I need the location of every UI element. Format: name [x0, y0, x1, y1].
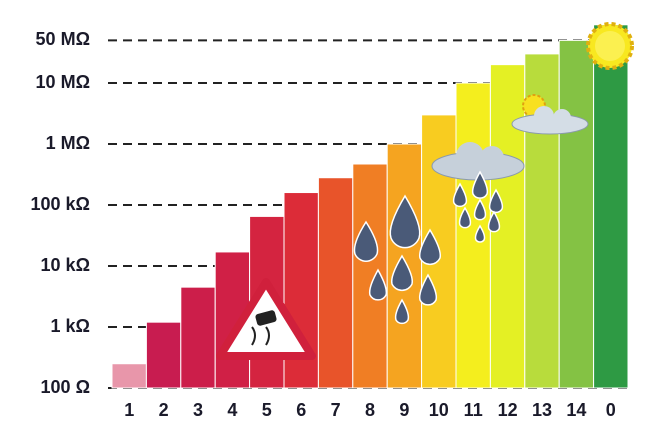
bar — [352, 163, 388, 389]
y-tick-label: 50 MΩ — [36, 29, 90, 49]
slippery-road-sign — [216, 278, 316, 360]
y-tick-label: 1 kΩ — [51, 316, 90, 336]
x-tick-label: 12 — [498, 400, 518, 420]
y-tick-label: 1 MΩ — [46, 133, 90, 153]
sun — [586, 22, 634, 70]
y-tick-label: 100 kΩ — [31, 194, 90, 214]
x-tick-label: 4 — [227, 400, 237, 420]
bar — [145, 321, 182, 389]
x-tick-label: 13 — [532, 400, 552, 420]
y-tick-label: 10 kΩ — [41, 255, 90, 275]
x-tick-label: 3 — [193, 400, 203, 420]
bar — [593, 24, 629, 389]
x-tick-label: 8 — [365, 400, 375, 420]
y-tick-label: 10 MΩ — [36, 72, 90, 92]
x-tick-label: 6 — [296, 400, 306, 420]
x-tick-label: 14 — [566, 400, 586, 420]
x-tick-label: 1 — [124, 400, 134, 420]
bar — [455, 82, 491, 389]
bars — [111, 24, 629, 389]
rain-cloud — [431, 142, 525, 243]
icons — [216, 22, 634, 360]
sun-cloud — [511, 94, 589, 135]
bar — [558, 39, 595, 389]
x-tick-label: 2 — [159, 400, 169, 420]
x-tick-label: 9 — [399, 400, 409, 420]
x-tick-label: 0 — [606, 400, 616, 420]
bar — [180, 286, 216, 389]
rain-drops — [353, 194, 442, 325]
x-tick-label: 10 — [429, 400, 449, 420]
bar — [111, 363, 147, 389]
bar — [317, 177, 354, 389]
y-tick-label: 100 Ω — [41, 377, 90, 397]
x-tick-label: 11 — [464, 400, 483, 420]
x-tick-label: 7 — [331, 400, 341, 420]
x-tick-label: 5 — [262, 400, 272, 420]
